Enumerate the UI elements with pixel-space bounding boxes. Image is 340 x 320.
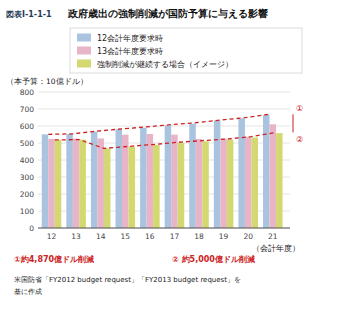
legend: 12会計年度要求時 13会計年度要求時強制削減が継続する場合（イメージ） [70, 28, 302, 73]
y-tick-label: 700 [20, 105, 35, 114]
bar [104, 148, 111, 228]
gap-bracket [293, 114, 294, 132]
legend-entry: 13会計年度要求時 [97, 47, 163, 56]
y-tick-label: 500 [20, 139, 35, 148]
x-tick-label: 16 [145, 232, 155, 241]
y-tick-label: 0 [29, 224, 34, 233]
trend-line [48, 114, 269, 134]
x-tick-label: 13 [71, 232, 81, 241]
bar-series [48, 124, 276, 228]
bar [55, 140, 62, 228]
footnote: 基に作成 [14, 288, 42, 296]
legend-swatch [77, 47, 91, 55]
bar [202, 141, 209, 228]
bar [276, 133, 283, 228]
bar [97, 138, 104, 228]
chart: 図表I-1-1-1 政府歳出の強制削減が国防予算に与える影響 12会計年度要求時 13… [0, 0, 340, 320]
marks [42, 114, 283, 228]
bar [263, 115, 270, 228]
y-tick-label: 600 [20, 122, 35, 131]
x-tick-label: 19 [219, 232, 229, 241]
x-tick-label: 17 [170, 232, 180, 241]
bar [122, 135, 129, 228]
bar [165, 125, 172, 228]
y-axis-label: （本予算：10億ドル） [6, 77, 88, 86]
grid [38, 92, 290, 228]
bar [73, 139, 80, 228]
x-tick-label: 21 [268, 232, 278, 241]
legend-entry: 12会計年度要求時 [97, 34, 163, 43]
bar [42, 134, 49, 228]
bar [189, 124, 196, 228]
title: 政府歳出の強制削減が国防予算に与える影響 [67, 8, 268, 19]
grid-line [38, 109, 290, 110]
grid-line [38, 92, 290, 93]
bar [171, 135, 178, 228]
x-tick-label: 12 [47, 232, 57, 241]
y-tick-label: 400 [20, 156, 35, 165]
bar [245, 137, 252, 228]
bar [48, 139, 55, 228]
x-tick-label: 18 [194, 232, 204, 241]
bar [220, 139, 227, 228]
bar [153, 145, 160, 228]
x-tick-label: 14 [96, 232, 106, 241]
legend-swatch [77, 60, 91, 68]
bar [140, 128, 147, 228]
page: {"chart_data": { "type": "bar", "subtitl… [0, 0, 340, 320]
grid-line [38, 126, 290, 127]
bar [79, 140, 86, 228]
x-axis-line [38, 228, 290, 229]
legend-frame [70, 28, 302, 73]
bar [66, 134, 73, 228]
y-tick-label: 300 [20, 173, 35, 182]
line-label: ① [296, 104, 303, 113]
legend-swatch [77, 34, 91, 42]
bar [116, 129, 123, 228]
bar [196, 139, 203, 228]
footnote: 米国防省「FY2012 budget request」「FY2013 budge… [14, 276, 241, 284]
bar [129, 147, 136, 228]
bar [270, 124, 277, 228]
y-tick-label: 100 [20, 207, 35, 216]
bar-series [42, 115, 270, 228]
note: ② 約5,000億ドル削減 [172, 255, 255, 264]
y-tick-label: 800 [20, 88, 35, 97]
note: ①約4,870億ドル削減 [14, 255, 94, 264]
bar [251, 138, 258, 228]
bar [147, 134, 154, 228]
bar-series [55, 133, 283, 228]
trend-line [55, 132, 276, 148]
grid-line [38, 228, 290, 229]
line-label: ② [296, 135, 303, 144]
bar [227, 140, 234, 228]
x-axis-label: （会計年度） [252, 244, 300, 253]
x-tick-label: 20 [243, 232, 253, 241]
y-tick-label: 200 [20, 190, 35, 199]
bar [178, 143, 185, 228]
legend-entry: 強制削減が継続する場合（イメージ） [97, 60, 233, 69]
bar [214, 120, 221, 228]
bar [238, 118, 245, 228]
x-tick-label: 15 [121, 232, 131, 241]
figure-label: 図表I-1-1-1 [6, 10, 52, 19]
